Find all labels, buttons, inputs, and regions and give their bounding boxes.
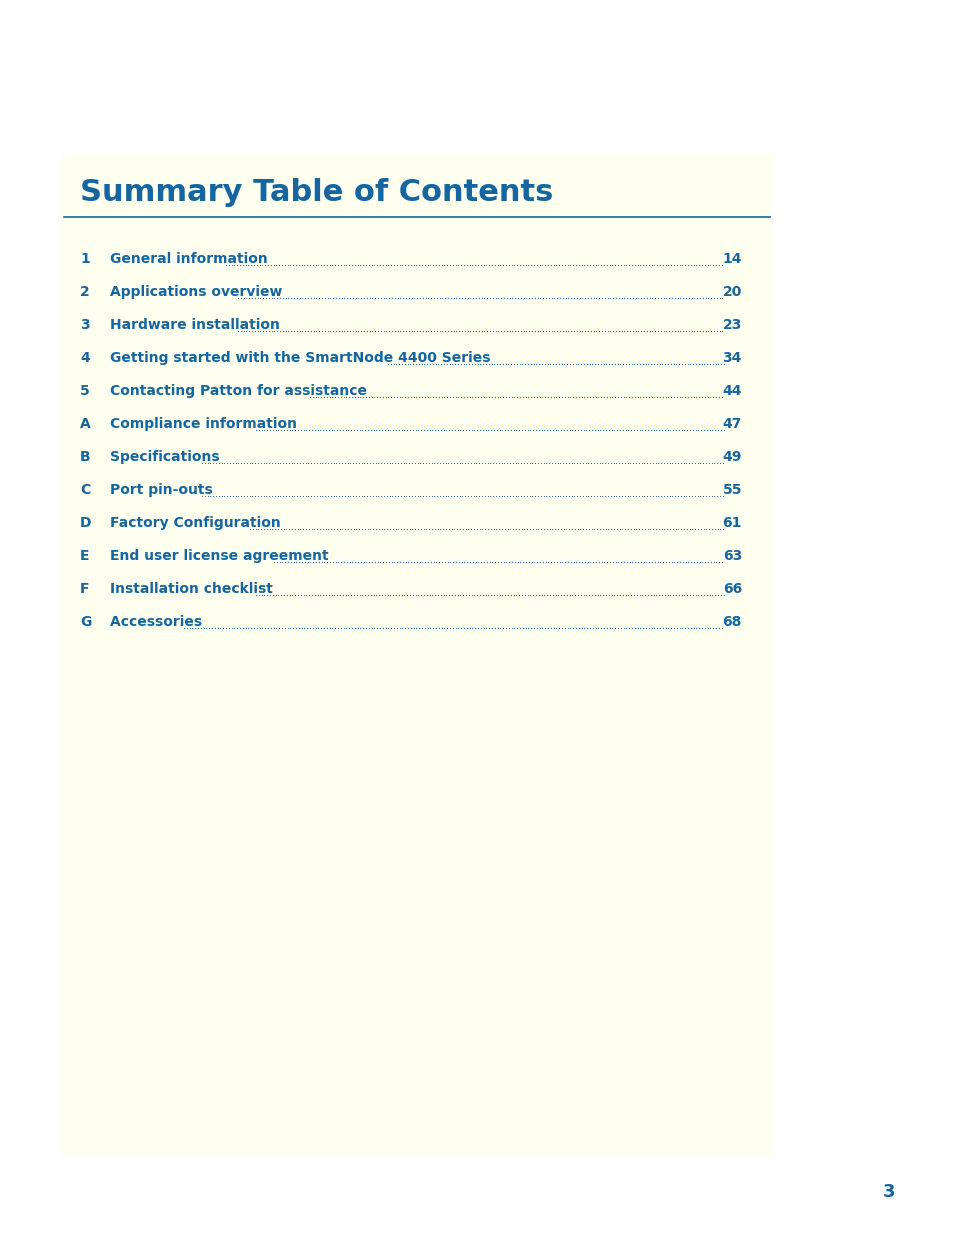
Text: 2: 2 [80,285,90,299]
Text: 4: 4 [80,351,90,366]
FancyBboxPatch shape [62,156,771,1155]
Text: Factory Configuration: Factory Configuration [110,516,291,530]
Text: 66: 66 [722,582,741,597]
Text: F: F [80,582,90,597]
Text: Specifications: Specifications [110,450,224,464]
Text: 34: 34 [721,351,741,366]
Text: Hardware installation: Hardware installation [110,317,279,332]
Text: 3: 3 [80,317,90,332]
Text: Getting started with the SmartNode 4400 Series: Getting started with the SmartNode 4400 … [110,351,490,366]
Text: 20: 20 [721,285,741,299]
Text: Contacting Patton for assistance: Contacting Patton for assistance [110,384,372,398]
Text: Summary Table of Contents: Summary Table of Contents [80,178,553,207]
Text: A: A [80,417,91,431]
Text: 14: 14 [721,252,741,266]
Text: G: G [80,615,91,629]
Text: 63: 63 [722,550,741,563]
Text: 61: 61 [721,516,741,530]
Text: Compliance information: Compliance information [110,417,307,431]
Text: Installation checklist: Installation checklist [110,582,282,597]
Text: End user license agreement: End user license agreement [110,550,334,563]
Text: Port pin-outs: Port pin-outs [110,483,222,496]
Text: 23: 23 [721,317,741,332]
Text: B: B [80,450,91,464]
Text: 44: 44 [721,384,741,398]
Text: Accessories: Accessories [110,615,207,629]
Text: 3: 3 [882,1183,894,1200]
Text: Applications overview: Applications overview [110,285,282,299]
Text: 49: 49 [721,450,741,464]
Text: D: D [80,516,91,530]
Text: 5: 5 [80,384,90,398]
Text: E: E [80,550,90,563]
Text: 68: 68 [721,615,741,629]
Text: 1: 1 [80,252,90,266]
Text: C: C [80,483,91,496]
Text: 47: 47 [721,417,741,431]
Text: General information: General information [110,252,268,266]
Text: 55: 55 [721,483,741,496]
